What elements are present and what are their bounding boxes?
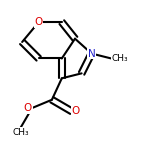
Text: N: N (88, 49, 95, 58)
Text: CH₃: CH₃ (111, 54, 128, 63)
Text: O: O (34, 17, 43, 27)
Text: CH₃: CH₃ (12, 128, 29, 137)
Text: O: O (24, 103, 32, 113)
Text: O: O (72, 106, 80, 116)
